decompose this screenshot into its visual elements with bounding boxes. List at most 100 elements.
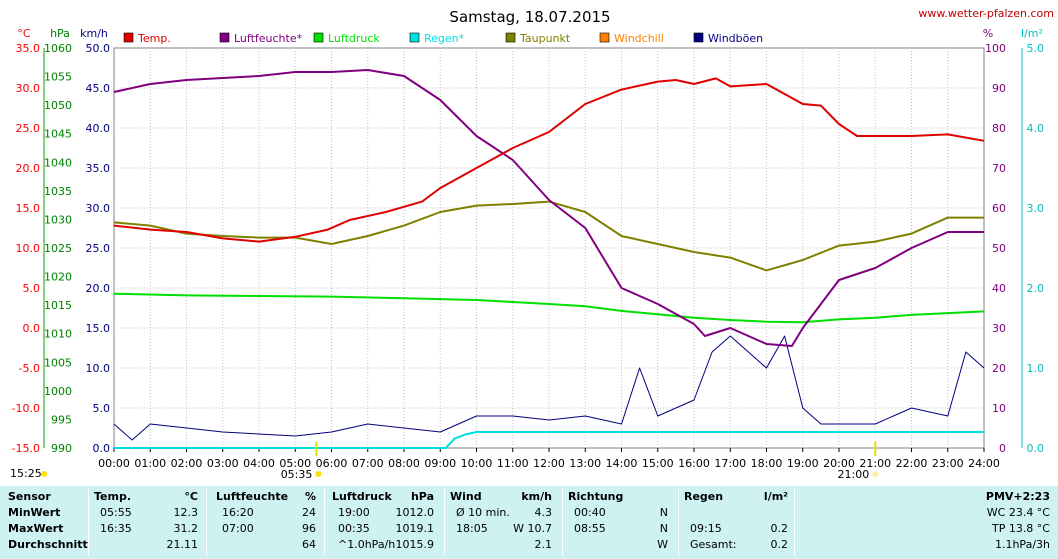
legend-swatch (313, 32, 324, 43)
tick-label-hpa: 1040 (44, 156, 72, 169)
stats-time-press: 19:00 (338, 506, 370, 519)
stats-time-temp: 05:55 (100, 506, 132, 519)
tick-label-x: 01:00 (134, 457, 166, 470)
tick-label-rain: 0.0 (1027, 442, 1045, 455)
source-url[interactable]: www.wetter-pfalzen.com (918, 7, 1054, 20)
tick-label-rain: 5.0 (1027, 42, 1045, 55)
stats-header-rain: Regen (684, 490, 724, 503)
axis-unit-kmh: km/h (80, 27, 108, 40)
tick-label-x: 16:00 (678, 457, 710, 470)
legend-label: Taupunkt (519, 32, 571, 45)
tick-label-celsius: 25.0 (16, 122, 41, 135)
legend-swatch (219, 32, 230, 43)
legend-swatch (409, 32, 420, 43)
sunset-icon (872, 471, 879, 477)
legend-swatch (693, 32, 704, 43)
stats-value-rain: 0.2 (770, 522, 789, 535)
sunrise-icon (315, 471, 322, 477)
stats-value-rain: 0.2 (770, 538, 789, 551)
stats-unit-hum: % (304, 490, 316, 503)
stats-value-pmv: WC 23.4 °C (986, 506, 1050, 519)
tick-label-percent: 60 (992, 202, 1006, 215)
tick-label-celsius: -15.0 (12, 442, 40, 455)
stats-value-dir: N (659, 522, 668, 535)
stats-value-press: 1015.9 (395, 538, 435, 551)
legend-label: Temp. (137, 32, 171, 45)
stats-separator (794, 488, 795, 556)
stats-value-temp: 31.2 (173, 522, 199, 535)
tick-label-x: 07:00 (352, 457, 384, 470)
stats-time-dir: 00:40 (574, 506, 606, 519)
legend-label: Windchill (614, 32, 664, 45)
tick-label-x: 13:00 (569, 457, 601, 470)
tick-label-celsius: 5.0 (23, 282, 41, 295)
chart-legend: Temp. Luftfeuchte* Luftdruck Regen* Taupunkt… (123, 32, 763, 45)
stats-separator (88, 488, 89, 556)
axis-unit-hpa: hPa (50, 27, 70, 40)
stats-value-temp: 12.3 (173, 506, 199, 519)
tick-label-kmh: 45.0 (86, 82, 111, 95)
stats-row-label: MinWert (8, 506, 61, 519)
tick-label-hpa: 1005 (44, 356, 72, 369)
axis-unit-rain: l/m² (1021, 27, 1043, 40)
stats-header-sensor: Sensor (8, 490, 51, 503)
stats-value-hum: 96 (302, 522, 316, 535)
tick-label-kmh: 25.0 (86, 242, 111, 255)
tick-label-percent: 40 (992, 282, 1006, 295)
tick-label-x: 23:00 (932, 457, 964, 470)
tick-label-x: 11:00 (497, 457, 529, 470)
sunset-time: 21:00 (838, 468, 870, 481)
tick-label-celsius: 10.0 (16, 242, 41, 255)
stats-separator (444, 488, 445, 556)
tick-label-hpa: 1050 (44, 99, 72, 112)
tick-label-x: 17:00 (714, 457, 746, 470)
stats-header-press: Luftdruck (332, 490, 392, 503)
tick-label-hpa: 1055 (44, 71, 72, 84)
tick-label-rain: 4.0 (1027, 122, 1045, 135)
chart-axes: °C hPa km/h% l/m² 35.0 30.0 25.0 20.0 15.0 10.0 5.… (12, 27, 1044, 470)
tick-label-percent: 10 (992, 402, 1006, 415)
stats-unit-rain: l/m² (763, 490, 788, 503)
tick-label-kmh: 0.0 (93, 442, 111, 455)
series-temp (113, 77, 985, 243)
series-regen (114, 431, 984, 449)
stats-header-pmv: PMV+2:23 (985, 490, 1050, 503)
stats-time-dir: 08:55 (574, 522, 606, 535)
tick-label-hpa: 1015 (44, 299, 72, 312)
tick-label-kmh: 20.0 (86, 282, 111, 295)
stats-separator (678, 488, 679, 556)
chart-series (113, 69, 985, 449)
current-time-icon (41, 471, 47, 477)
stats-time-hum: 16:20 (222, 506, 254, 519)
tick-label-x: 06:00 (316, 457, 348, 470)
sunrise-time: 05:35 (281, 468, 313, 481)
stats-unit-press: hPa (410, 490, 434, 503)
tick-label-x: 02:00 (171, 457, 203, 470)
tick-label-x: 18:00 (751, 457, 783, 470)
stats-value-temp: 21.11 (166, 538, 199, 551)
tick-label-celsius: 0.0 (23, 322, 41, 335)
tick-label-x: 20:00 (823, 457, 855, 470)
axis-unit-celsius: °C (17, 27, 31, 40)
tick-label-kmh: 50.0 (86, 42, 111, 55)
tick-label-rain: 2.0 (1027, 282, 1045, 295)
tick-label-hpa: 1060 (44, 42, 72, 55)
weather-chart: Samstag, 18.07.2015 www.wetter-pfalzen.c… (10, 7, 1054, 481)
stats-value-hum: 64 (302, 538, 316, 551)
tick-label-rain: 1.0 (1027, 362, 1045, 375)
legend-label: Luftfeuchte* (234, 32, 303, 45)
tick-label-hpa: 1000 (44, 385, 72, 398)
tick-label-celsius: 15.0 (16, 202, 41, 215)
axis-unit-percent: % (983, 27, 993, 40)
legend-swatch (505, 32, 516, 43)
legend-swatch (599, 32, 610, 43)
stats-value-dir: W (657, 538, 668, 551)
stats-time-press: 00:35 (338, 522, 370, 535)
tick-label-percent: 70 (992, 162, 1006, 175)
stats-value-hum: 24 (302, 506, 316, 519)
stats-separator (562, 488, 563, 556)
legend-swatch (123, 32, 134, 43)
tick-label-x: 05:00 (279, 457, 311, 470)
stats-value-wind: 2.1 (534, 538, 553, 551)
tick-label-celsius: -5.0 (19, 362, 40, 375)
